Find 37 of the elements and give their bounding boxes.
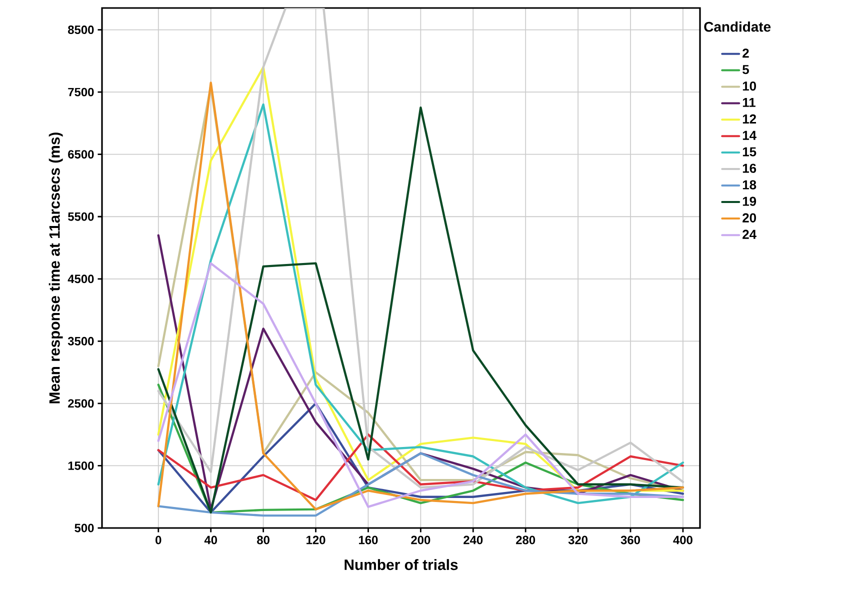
legend-label: 18 bbox=[742, 180, 756, 190]
y-tick-label: 3500 bbox=[68, 336, 94, 346]
x-axis-title: Number of trials bbox=[344, 559, 458, 570]
x-tick-label: 40 bbox=[204, 536, 217, 544]
x-tick-label: 120 bbox=[306, 536, 326, 544]
legend-label: 11 bbox=[742, 98, 756, 107]
legend-label: 15 bbox=[742, 147, 756, 156]
y-tick-label: 500 bbox=[74, 524, 94, 532]
legend-label: 5 bbox=[742, 65, 749, 74]
x-tick-label: 320 bbox=[568, 536, 588, 544]
x-tick-label: 80 bbox=[257, 536, 270, 544]
x-tick-label: 280 bbox=[516, 536, 536, 544]
y-axis-title: Mean response time at 11arcsecs (ms) bbox=[48, 132, 63, 404]
legend-label: 12 bbox=[742, 114, 756, 124]
legend-label: 14 bbox=[742, 130, 756, 140]
y-tick-label: 7500 bbox=[68, 88, 94, 96]
y-tick-label: 4500 bbox=[68, 274, 94, 284]
y-tick-label: 2500 bbox=[68, 399, 94, 408]
legend-label: 24 bbox=[742, 230, 756, 239]
x-tick-label: 160 bbox=[358, 536, 378, 544]
x-tick-label: 400 bbox=[673, 536, 692, 544]
y-tick-label: 6500 bbox=[68, 150, 94, 159]
y-tick-label: 8500 bbox=[68, 26, 94, 34]
line-series bbox=[157, 452, 684, 517]
legend-label: 19 bbox=[742, 196, 756, 206]
legend-label: 2 bbox=[742, 48, 749, 58]
y-tick-label: 1500 bbox=[68, 461, 94, 470]
legend-title: Candidate bbox=[704, 22, 771, 32]
x-tick-label: 0 bbox=[156, 536, 162, 544]
line-series bbox=[157, 433, 684, 502]
legend-label: 16 bbox=[742, 164, 756, 173]
legend-label: 10 bbox=[742, 81, 756, 91]
x-tick-label: 360 bbox=[620, 536, 640, 544]
x-tick-label: 200 bbox=[411, 536, 430, 544]
x-tick-label: 240 bbox=[464, 536, 483, 544]
legend-label: 20 bbox=[742, 213, 756, 222]
y-tick-label: 5500 bbox=[68, 212, 94, 221]
